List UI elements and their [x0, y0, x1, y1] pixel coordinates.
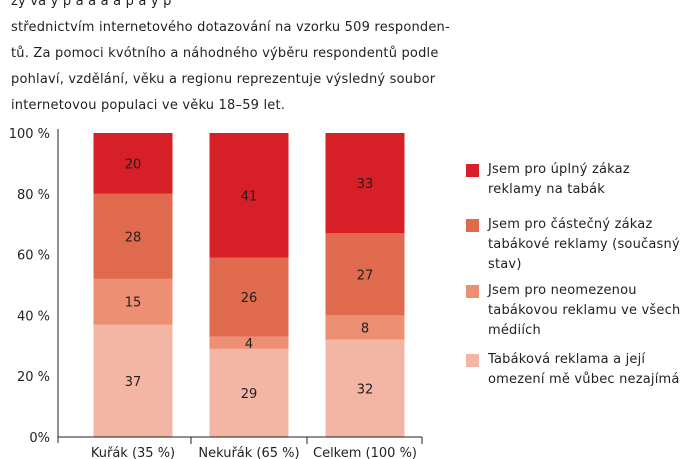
bar-segment [325, 233, 405, 316]
y-tick-label: 80 % [17, 188, 50, 203]
legend-label-line: Tabáková reklama a její [488, 352, 646, 367]
y-tick-label: 60 % [17, 249, 50, 264]
bar-segment [93, 278, 173, 325]
legend-label: Jsem pro úplný zákaz reklamy na tabák [488, 160, 688, 200]
data-label: 8 [361, 322, 369, 337]
data-label: 32 [357, 382, 374, 397]
x-tick-label: Kuřák (35 %) [91, 446, 175, 459]
bar-segment [325, 339, 405, 437]
bar-segment [209, 336, 289, 349]
legend-label-line: omezení mě vůbec nezajímá [488, 372, 680, 387]
legend-label-line: stav) [488, 257, 522, 272]
data-label: 27 [357, 268, 374, 283]
data-label: 26 [241, 291, 258, 306]
intro-text: zy va y p a a a a p a y p střednictvím i… [11, 0, 481, 119]
legend-swatch [466, 285, 479, 298]
legend-label-line: Jsem pro částečný zákaz [488, 217, 653, 232]
data-label: 29 [241, 387, 258, 402]
legend-label-line: médiích [488, 323, 541, 338]
bar-segment [209, 257, 289, 337]
intro-line: zy va y p a a a a p a y p [11, 0, 172, 9]
legend-label-line: tabákové reklamy (současný [488, 237, 680, 252]
bar-segment [325, 133, 405, 234]
data-label: 4 [245, 337, 253, 352]
data-label: 41 [241, 189, 258, 204]
bar-segment [209, 133, 289, 258]
legend-label: Tabáková reklama a její omezení mě vůbec… [488, 350, 688, 390]
stacked-bar-chart: 0% 20 % 40 % 60 % 80 % 100 % 37 15 28 20 29 4 26 41 32… [9, 127, 423, 459]
legend-swatch [466, 354, 479, 367]
data-label: 33 [357, 177, 374, 192]
legend-label-line: Jsem pro úplný zákaz [488, 162, 630, 177]
bar-segment [209, 348, 289, 437]
bar-segment [93, 324, 173, 437]
data-label: 28 [125, 230, 142, 245]
y-tick-label: 40 % [17, 309, 50, 324]
bar-segment [93, 193, 173, 279]
intro-line: pohlaví, vzdělání, věku a regionu reprez… [11, 72, 436, 87]
intro-line: internetovou populaci ve věku 18–59 let. [11, 98, 286, 113]
y-tick-label: 20 % [17, 370, 50, 385]
legend-label: Jsem pro částečný zákaz tabákové reklamy… [488, 215, 688, 275]
data-label: 37 [125, 375, 142, 390]
bar-segment [325, 315, 405, 340]
legend-swatch [466, 219, 479, 232]
legend-swatch [466, 164, 479, 177]
legend-label: Jsem pro neomezenou tabákovou reklamu ve… [488, 281, 688, 341]
y-tick-label: 0% [29, 431, 50, 446]
x-tick-label: Nekuřák (65 %) [198, 446, 299, 459]
x-tick-label: Celkem (100 %) [313, 446, 417, 459]
legend-label-line: tabákovou reklamu ve všech [488, 303, 681, 318]
data-label: 15 [125, 296, 142, 311]
legend-label-line: Jsem pro neomezenou [488, 283, 637, 298]
intro-line: střednictvím internetového dotazování na… [11, 20, 450, 35]
y-tick-label: 100 % [9, 127, 50, 142]
intro-line: tů. Za pomoci kvótního a náhodného výběr… [11, 46, 439, 61]
bar-segment [93, 133, 173, 194]
legend-label-line: reklamy na tabák [488, 182, 606, 197]
data-label: 20 [125, 157, 142, 172]
